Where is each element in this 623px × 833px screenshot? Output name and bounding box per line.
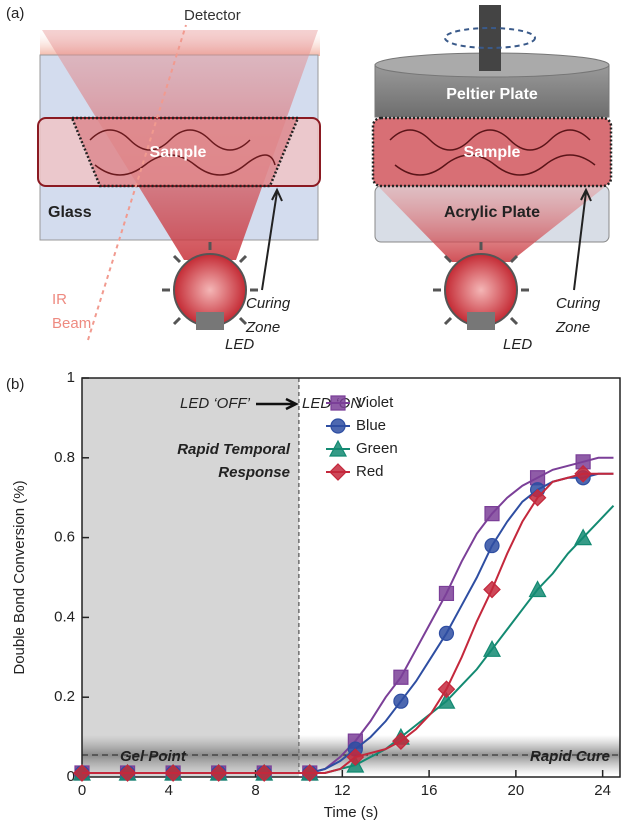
peltier-label: Peltier Plate	[446, 86, 538, 103]
curing-zone-label: Curing	[246, 295, 291, 312]
glass-label: Glass	[48, 204, 92, 221]
data-point	[438, 625, 455, 641]
legend-label: Violet	[356, 394, 394, 411]
y-tick-label: 0.2	[54, 688, 75, 705]
data-point	[484, 506, 500, 522]
off-region	[82, 378, 299, 777]
data-point	[164, 764, 182, 782]
data-point	[528, 488, 547, 507]
plot-frame	[81, 377, 621, 778]
arrow	[261, 187, 283, 291]
legend-label: Green	[356, 440, 398, 457]
data-point	[484, 537, 500, 554]
x-tick-label: 0	[78, 782, 86, 799]
acrylic-label: Acrylic Plate	[444, 204, 540, 221]
led-label: LED	[503, 336, 532, 353]
data-point	[300, 764, 319, 782]
curing-zone-label: Curing	[556, 295, 601, 312]
light-cone	[378, 186, 606, 262]
data-point	[393, 669, 409, 685]
data-point	[574, 464, 592, 483]
x-tick-label: 20	[508, 782, 525, 799]
legend-marker	[329, 463, 347, 481]
rotation	[444, 27, 536, 49]
data-point	[483, 580, 501, 599]
ir-label: IR	[52, 291, 67, 308]
sample-layer	[37, 117, 321, 187]
y-tick-label: 0	[67, 768, 75, 785]
data-point	[438, 585, 455, 602]
polymer	[89, 129, 276, 176]
sample-label: Sample	[464, 144, 521, 161]
data-point	[437, 691, 456, 709]
arrow	[573, 187, 592, 291]
data-point	[209, 764, 228, 782]
ir-beam	[87, 24, 187, 341]
x-tick-label: 8	[251, 782, 259, 799]
data-point	[483, 640, 502, 657]
x-axis-title: Time (s)	[324, 804, 378, 821]
legend-label: Blue	[356, 417, 386, 434]
polymer	[389, 129, 596, 176]
data-point	[437, 680, 456, 699]
legend-marker	[330, 395, 346, 411]
detector-label: Detector	[184, 7, 241, 24]
y-tick-label: 1	[67, 369, 75, 386]
data-point	[118, 764, 137, 782]
annotation-arrow	[256, 397, 299, 411]
diagram: (a) Sample Glass Detector IR Beam LED Cu…	[6, 5, 613, 353]
ir-label: Beam	[52, 315, 91, 332]
annotation: Rapid Cure	[530, 748, 610, 765]
curing-zone	[70, 116, 300, 188]
y-tick-label: 0.4	[54, 608, 75, 625]
led-icon	[162, 242, 258, 330]
data-point	[73, 764, 91, 782]
data-point	[575, 454, 591, 470]
data-point	[346, 748, 365, 766]
annotation: Response	[218, 464, 290, 481]
x-tick-label: 12	[334, 782, 351, 799]
data-point	[392, 732, 410, 750]
data-point	[255, 764, 274, 782]
data-point	[574, 528, 593, 546]
annotation: Gel Point	[120, 748, 187, 765]
led-label: LED	[225, 336, 254, 353]
panel-label: (b)	[6, 376, 24, 393]
y-axis-title: Double Bond Conversion (%)	[11, 480, 28, 674]
y-tick-label: 0.8	[54, 449, 75, 466]
x-tick-label: 4	[165, 782, 173, 799]
curing-zone-label: Zone	[555, 319, 590, 336]
legend-label: Red	[356, 463, 384, 480]
x-tick-label: 16	[421, 782, 438, 799]
chart: 0 4 8 12 16 20 24 0 0.2 0.4 0.6 0.8 1 Time (s) Double …	[11, 369, 621, 821]
panel-label: (a)	[6, 5, 24, 22]
y-tick-label: 0.6	[54, 529, 75, 546]
curing-zone-label: Zone	[245, 319, 280, 336]
sample-label: Sample	[150, 144, 207, 161]
annotation: Rapid Temporal	[177, 441, 291, 458]
data-point	[528, 580, 547, 598]
shaft	[479, 5, 501, 71]
led-icon	[433, 242, 529, 330]
data-point	[393, 693, 409, 709]
x-tick-label: 24	[594, 782, 611, 799]
legend-marker	[330, 418, 346, 434]
annotation: LED ‘OFF’	[180, 395, 251, 412]
legend-marker	[329, 439, 347, 457]
sample-layer	[371, 116, 613, 188]
data-point	[529, 470, 546, 486]
